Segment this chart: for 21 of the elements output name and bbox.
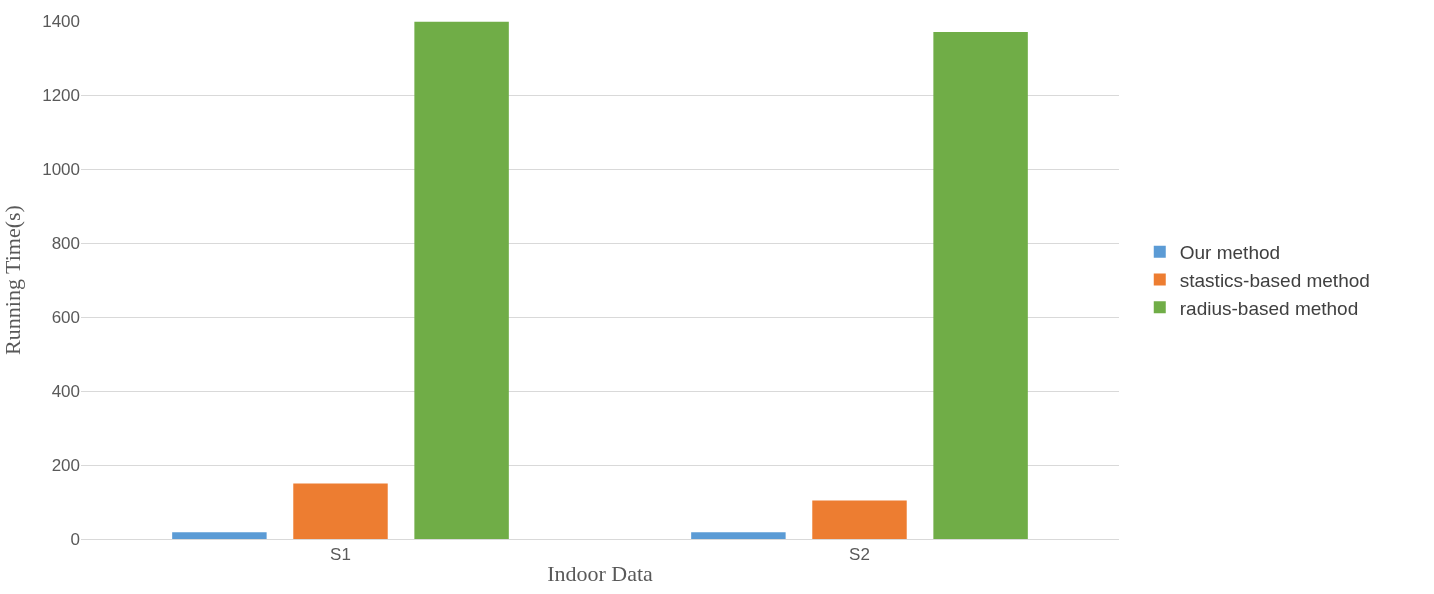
y-tick-label: 0 (70, 529, 80, 549)
y-tick-label: 200 (51, 455, 80, 475)
bar (293, 483, 388, 539)
y-tick-label: 400 (51, 381, 80, 401)
legend-label: Our method (1179, 242, 1281, 264)
y-axis-title: Running Time(s) (0, 205, 25, 355)
bar (812, 500, 907, 539)
bar (933, 32, 1028, 539)
x-tick-label: S1 (330, 545, 351, 565)
bar (414, 21, 509, 539)
x-tick-label: S2 (849, 545, 870, 565)
bar (691, 532, 786, 539)
y-tick-label: 600 (51, 307, 80, 327)
y-tick-label: 800 (51, 233, 80, 253)
legend-label: stastics-based method (1179, 269, 1370, 291)
y-tick-label: 1200 (42, 85, 80, 105)
bar (172, 532, 267, 539)
legend-label: radius-based method (1179, 297, 1359, 319)
x-axis-title: Indoor Data (547, 561, 654, 587)
y-tick-label: 1000 (42, 159, 80, 179)
y-tick-label: 1400 (42, 11, 80, 31)
